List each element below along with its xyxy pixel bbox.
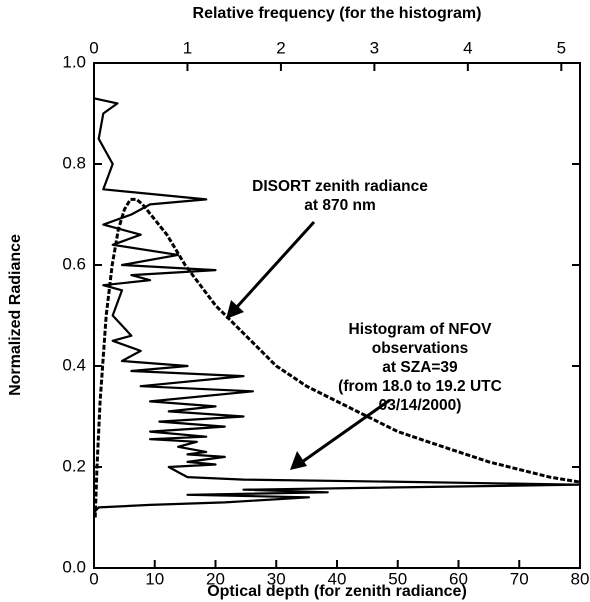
annotation: at 870 nm [304, 197, 376, 214]
x-tick-label: 80 [571, 569, 590, 588]
x2-tick-label: 1 [183, 38, 192, 57]
x-tick-label: 10 [145, 569, 164, 588]
annotation: DISORT zenith radiance [252, 178, 428, 195]
arrow [301, 398, 391, 464]
y-tick-label: 0.4 [62, 355, 86, 374]
y-tick-label: 1.0 [62, 52, 86, 71]
series-line [93, 197, 581, 518]
annotation: Histogram of NFOV [349, 321, 493, 338]
x2-tick-label: 2 [276, 38, 285, 57]
x2-tick-label: 3 [370, 38, 379, 57]
x-tick-label: 40 [328, 569, 347, 588]
series-line [93, 97, 582, 514]
y-tick-label: 0.0 [62, 557, 86, 576]
y-axis-label: Normalized Radiance [7, 234, 24, 396]
x2-axis-label: Relative frequency (for the histogram) [193, 5, 482, 22]
y-tick-label: 0.8 [62, 153, 86, 172]
x2-tick-label: 5 [557, 38, 566, 57]
plot-frame [93, 62, 581, 569]
x-tick-label: 20 [206, 569, 225, 588]
arrowhead [226, 300, 244, 319]
arrows [226, 220, 391, 470]
annotation: observations [372, 340, 468, 357]
y-tick-label: 0.2 [62, 456, 86, 475]
arrowhead [290, 451, 307, 470]
x-tick-label: 30 [267, 569, 286, 588]
annotation: 03/14/2000) [379, 397, 462, 414]
x-tick-label: 70 [510, 569, 529, 588]
x-axis-label: Optical depth (for zenith radiance) [207, 583, 467, 600]
x2-tick-label: 0 [89, 38, 98, 57]
x2-tick-label: 4 [463, 38, 472, 57]
annotation: at SZA=39 [382, 359, 458, 376]
y-tick-label: 0.6 [62, 254, 86, 273]
x-tick-label: 50 [388, 569, 407, 588]
annotation: (from 18.0 to 19.2 UTC [338, 378, 502, 395]
x-tick-label: 60 [449, 569, 468, 588]
x-tick-label: 0 [89, 569, 98, 588]
arrow [234, 220, 316, 310]
